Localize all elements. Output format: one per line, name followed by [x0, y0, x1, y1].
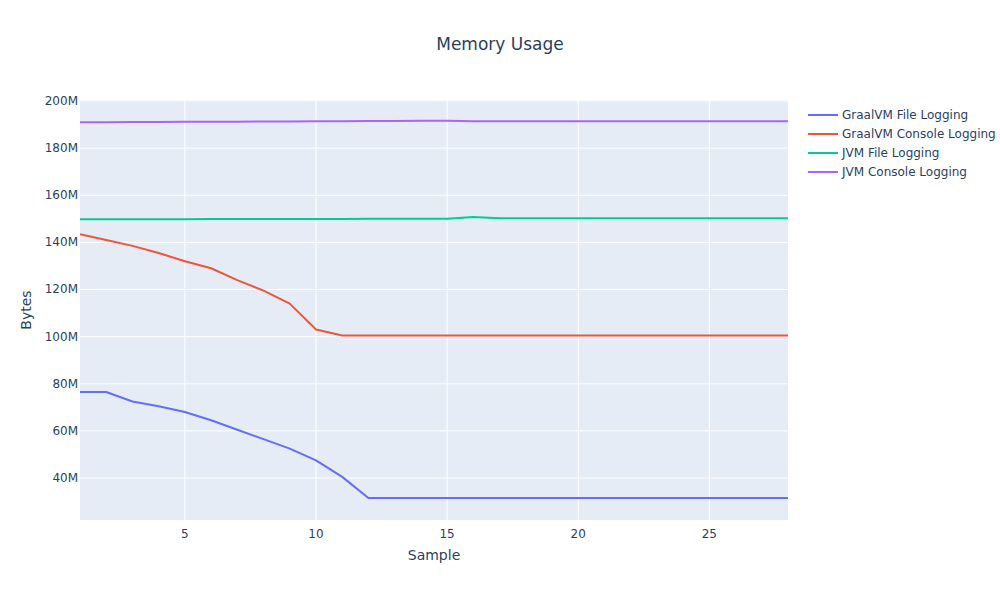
grid-line — [80, 289, 788, 290]
chart: 40M 60M 80M 100M 120M 140M 160M 180M 200M 5 10 15 20… — [0, 0, 1000, 600]
tick-label: 140M — [45, 235, 78, 249]
tick-label: 120M — [45, 282, 78, 296]
y-axis-title: Bytes — [18, 290, 34, 329]
tick-label: 15 — [439, 527, 454, 541]
grid-line — [80, 383, 788, 384]
tick-label: 20 — [571, 527, 586, 541]
legend-swatch — [808, 133, 838, 135]
tick-label: 200M — [45, 94, 78, 108]
legend-label: GraalVM File Logging — [842, 108, 968, 122]
grid-line — [184, 100, 185, 520]
tick-label: 5 — [181, 527, 189, 541]
plot-area — [80, 100, 788, 520]
title: Memory Usage — [436, 34, 564, 54]
tick-label: 160M — [45, 188, 78, 202]
grid-line — [447, 100, 448, 520]
grid-line — [80, 478, 788, 479]
grid-line — [709, 100, 710, 520]
grid — [80, 100, 788, 520]
series-line — [80, 121, 788, 122]
grid-line — [80, 100, 788, 101]
series-line — [80, 217, 788, 219]
legend-swatch — [808, 171, 838, 173]
legend-swatch — [808, 114, 838, 116]
grid-line — [80, 242, 788, 243]
tick-label: 25 — [702, 527, 717, 541]
x-axis-title: Sample — [408, 547, 461, 563]
background — [0, 0, 1000, 600]
tick-label: 80M — [52, 377, 78, 391]
grid-line — [578, 100, 579, 520]
legend: GraalVM File Logging GraalVM Console Logg… — [808, 108, 996, 179]
tick-label: 100M — [45, 330, 78, 344]
plot-marks — [80, 121, 788, 498]
tick-label: 60M — [52, 424, 78, 438]
tick-label: 40M — [52, 471, 78, 485]
legend-label: GraalVM Console Logging — [842, 127, 996, 141]
legend-swatch — [808, 152, 838, 154]
grid-line — [80, 195, 788, 196]
legend-label: JVM Console Logging — [841, 165, 967, 179]
grid-line — [80, 430, 788, 431]
grid-line — [80, 148, 788, 149]
series-line — [80, 392, 788, 498]
tick-label: 10 — [308, 527, 323, 541]
legend-label: JVM File Logging — [841, 146, 939, 160]
series-line — [80, 234, 788, 335]
tick-label: 180M — [45, 141, 78, 155]
grid-line — [316, 100, 317, 520]
